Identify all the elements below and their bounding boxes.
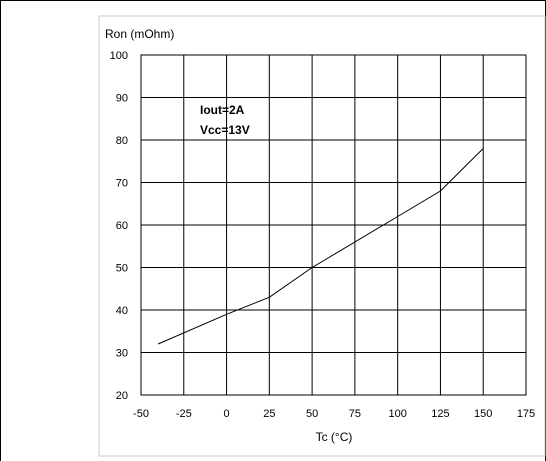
plot-area-border <box>140 54 527 396</box>
y-tick-label: 100 <box>110 50 128 62</box>
x-tick-label: 75 <box>349 408 361 420</box>
tick-labels: -50 -25 0 25 50 75 100 125 150 175 20 30 40 50 60 70 80 9… <box>110 50 536 420</box>
x-tick-label: 150 <box>474 408 492 420</box>
y-tick-label: 30 <box>116 348 128 360</box>
x-tick-label: 125 <box>431 408 449 420</box>
y-tick-label: 60 <box>116 220 128 232</box>
x-tick-label: 0 <box>223 408 229 420</box>
x-tick-label: 50 <box>306 408 318 420</box>
y-tick-label: 50 <box>116 263 128 275</box>
y-tick-label: 20 <box>116 390 128 402</box>
chart-frame <box>98 15 546 457</box>
ron-series-line <box>157 148 484 345</box>
x-tick-label: 175 <box>517 408 535 420</box>
y-tick-label: 80 <box>116 135 128 147</box>
x-tick-label: 100 <box>388 408 406 420</box>
annotation-iout: Iout=2A <box>200 103 245 117</box>
x-tick-label: 25 <box>263 408 275 420</box>
y-axis-title: Ron (mOhm) <box>105 27 174 41</box>
x-tick-label: -25 <box>176 408 192 420</box>
x-axis-title: Tc (°C) <box>316 430 353 444</box>
y-tick-label: 90 <box>116 93 128 105</box>
grid-lines <box>140 54 527 396</box>
annotation-vcc: Vcc=13V <box>200 123 250 137</box>
y-tick-label: 70 <box>116 178 128 190</box>
y-tick-label: 40 <box>116 305 128 317</box>
x-tick-label: -50 <box>133 408 149 420</box>
